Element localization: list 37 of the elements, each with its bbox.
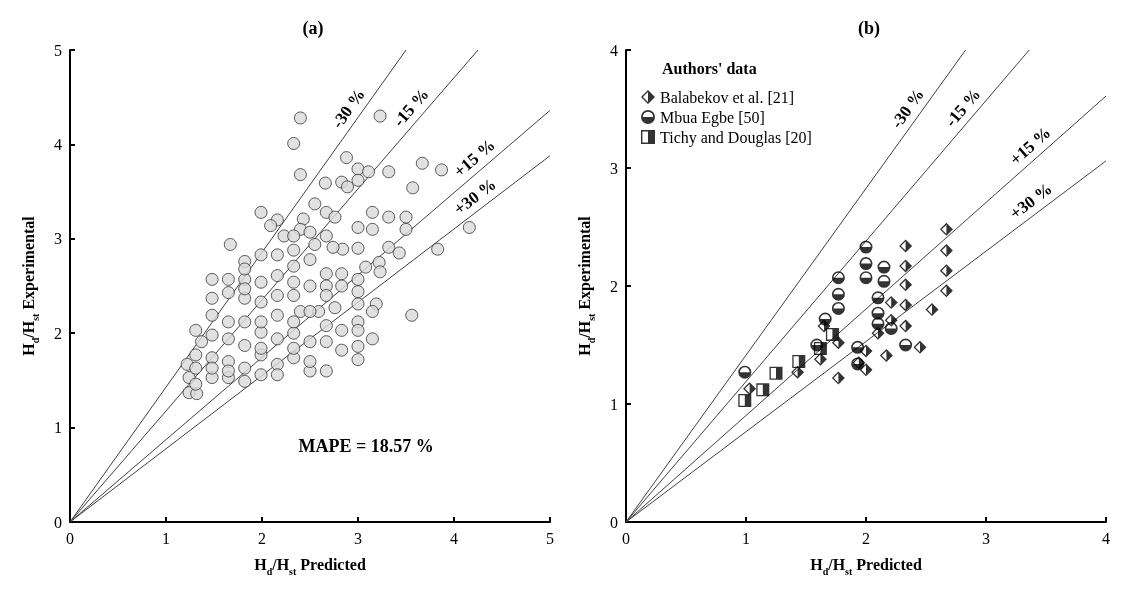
x-tick-label: 1	[742, 529, 750, 547]
x-tick-label: 0	[66, 529, 74, 547]
chart-title: (a)	[302, 18, 324, 39]
chart-title: (b)	[858, 18, 880, 39]
x-tick-label: 0	[622, 529, 630, 547]
x-tick-label: 2	[862, 529, 870, 547]
y-tick-label: 5	[54, 41, 62, 59]
x-tick-label: 3	[982, 529, 990, 547]
legend-label: Tichy and Douglas [20]	[660, 128, 812, 147]
x-tick-label: 5	[546, 529, 554, 547]
x-tick-label: 4	[450, 529, 458, 547]
x-tick-label: 1	[162, 529, 170, 547]
legend-title: Authors' data	[662, 59, 757, 77]
text: -15 %	[389, 84, 433, 131]
text: -15 %	[941, 84, 985, 131]
text: +15 %	[1005, 122, 1055, 169]
x-tick-label: 3	[354, 529, 362, 547]
y-tick-label: 3	[54, 230, 62, 248]
text: -30 %	[327, 85, 369, 132]
y-tick-label: 0	[610, 513, 618, 531]
y-tick-label: 2	[610, 277, 618, 295]
y-axis-title: Hd/Hst Experimental	[19, 215, 41, 356]
y-tick-label: 1	[54, 419, 62, 437]
y-tick-label: 3	[610, 159, 618, 177]
y-tick-label: 4	[54, 135, 62, 153]
y-tick-label: 1	[610, 395, 618, 413]
legend-label: Mbua Egbe [50]	[660, 108, 765, 127]
y-axis-title: Hd/Hst Experimental	[575, 215, 597, 356]
x-tick-label: 4	[1102, 529, 1110, 547]
x-tick-label: 2	[258, 529, 266, 547]
legend-label: Balabekov et al. [21]	[660, 88, 795, 106]
annotation: MAPE = 18.57 %	[298, 436, 434, 457]
y-tick-label: 2	[54, 324, 62, 342]
y-tick-label: 0	[54, 513, 62, 531]
text: +30 %	[1006, 179, 1056, 224]
y-tick-label: 4	[610, 41, 618, 59]
text: -30 %	[886, 85, 929, 132]
